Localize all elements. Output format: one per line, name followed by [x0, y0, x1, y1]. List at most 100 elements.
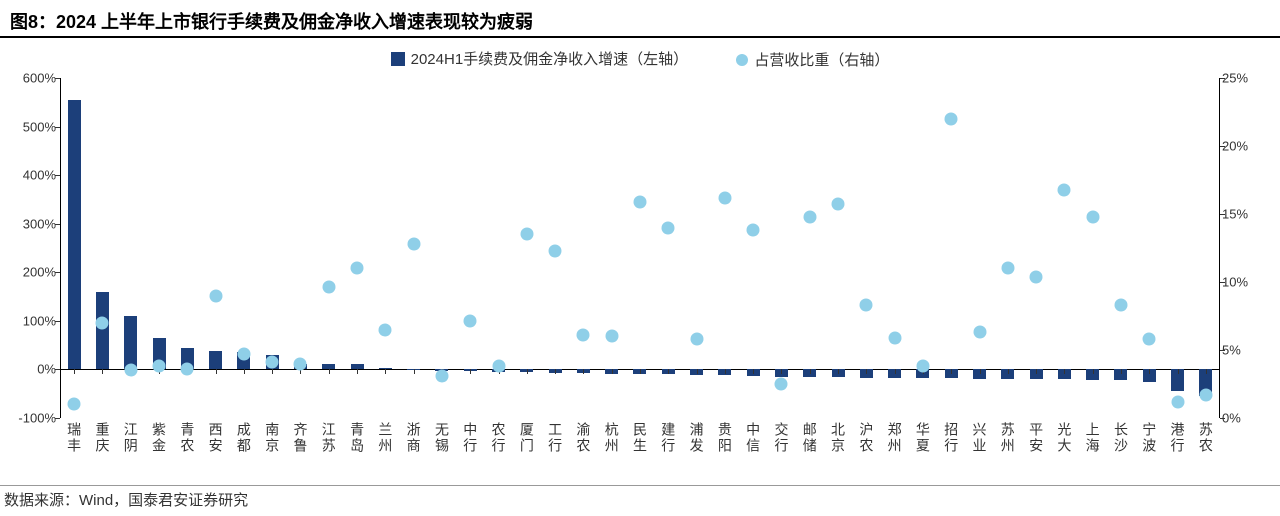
x-label: 中行 — [460, 422, 480, 454]
x-label: 沪农 — [856, 422, 876, 454]
x-label: 瑞丰 — [64, 422, 84, 454]
legend-item-bar: 2024H1手续费及佣金净收入增速（左轴） — [391, 48, 689, 69]
dot — [916, 360, 929, 373]
dot — [68, 398, 81, 411]
dot-swatch-icon — [736, 54, 748, 66]
y-left-tick: 0% — [0, 362, 56, 377]
y-left-tick: 500% — [0, 119, 56, 134]
x-label: 重庆 — [92, 422, 112, 454]
x-label: 农行 — [489, 422, 509, 454]
dot — [1030, 270, 1043, 283]
x-label: 宁波 — [1139, 422, 1159, 454]
x-label: 苏州 — [998, 422, 1018, 454]
x-label: 工行 — [545, 422, 565, 454]
dot — [775, 378, 788, 391]
dot — [690, 333, 703, 346]
x-label: 浙商 — [404, 422, 424, 454]
dot — [718, 191, 731, 204]
y-left-tick: 600% — [0, 71, 56, 86]
x-label: 光大 — [1054, 422, 1074, 454]
legend-dot-label: 占营收比重（右轴） — [754, 49, 889, 70]
dot — [549, 244, 562, 257]
dot — [747, 224, 760, 237]
dot — [803, 210, 816, 223]
dot — [662, 221, 675, 234]
x-label: 交行 — [771, 422, 791, 454]
bar — [124, 316, 137, 369]
x-label: 江阴 — [121, 422, 141, 454]
dot — [322, 281, 335, 294]
x-label: 北京 — [828, 422, 848, 454]
dot — [945, 112, 958, 125]
dot — [1114, 299, 1127, 312]
legend: 2024H1手续费及佣金净收入增速（左轴） 占营收比重（右轴） — [0, 48, 1280, 70]
x-label: 齐鲁 — [290, 422, 310, 454]
x-label: 江苏 — [319, 422, 339, 454]
dot — [973, 326, 986, 339]
y-right-tick: 0% — [1222, 411, 1272, 426]
y-right-tick: 5% — [1222, 343, 1272, 358]
dot — [153, 360, 166, 373]
y-left-tick: 300% — [0, 216, 56, 231]
dot — [209, 289, 222, 302]
x-label: 上海 — [1083, 422, 1103, 454]
dot — [520, 228, 533, 241]
x-label: 邮储 — [800, 422, 820, 454]
dot — [1143, 333, 1156, 346]
y-right-tick: 15% — [1222, 207, 1272, 222]
x-label: 厦门 — [517, 422, 537, 454]
dot — [605, 330, 618, 343]
title-rule — [0, 36, 1280, 38]
x-label: 华夏 — [913, 422, 933, 454]
bar — [209, 351, 222, 369]
bar — [68, 100, 81, 370]
y-right-tick: 10% — [1222, 275, 1272, 290]
axis-border-left — [60, 78, 61, 418]
x-label: 杭州 — [602, 422, 622, 454]
chart-title: 图8：2024 上半年上市银行手续费及佣金净收入增速表现较为疲弱 — [10, 8, 533, 34]
dot — [351, 262, 364, 275]
x-label: 渝农 — [573, 422, 593, 454]
x-label: 民生 — [630, 422, 650, 454]
y-axis-right: 0%5%10%15%20%25% — [1222, 78, 1272, 418]
x-label: 苏农 — [1196, 422, 1216, 454]
y-axis-left: -100%0%100%200%300%400%500%600% — [0, 78, 56, 418]
plot-area — [60, 78, 1220, 418]
dot — [464, 315, 477, 328]
dot — [577, 329, 590, 342]
dot — [1058, 183, 1071, 196]
dot — [435, 369, 448, 382]
x-axis-labels: 瑞丰重庆江阴紫金青农西安成都南京齐鲁江苏青岛兰州浙商无锡中行农行厦门工行渝农杭州… — [60, 420, 1220, 480]
dot — [1199, 388, 1212, 401]
legend-item-dot: 占营收比重（右轴） — [736, 49, 889, 70]
x-label: 港行 — [1168, 422, 1188, 454]
dot — [1171, 395, 1184, 408]
y-left-tick: 400% — [0, 168, 56, 183]
dot — [492, 360, 505, 373]
y-right-tick: 20% — [1222, 139, 1272, 154]
x-label: 长沙 — [1111, 422, 1131, 454]
dot — [124, 364, 137, 377]
x-label: 浦发 — [687, 422, 707, 454]
x-label: 西安 — [206, 422, 226, 454]
dot — [832, 198, 845, 211]
dot — [96, 316, 109, 329]
y-left-tick: 100% — [0, 313, 56, 328]
x-label: 兴业 — [970, 422, 990, 454]
dot — [634, 195, 647, 208]
dot — [181, 363, 194, 376]
legend-bar-label: 2024H1手续费及佣金净收入增速（左轴） — [411, 48, 689, 69]
y-left-tick: 200% — [0, 265, 56, 280]
x-label: 青岛 — [347, 422, 367, 454]
x-label: 南京 — [262, 422, 282, 454]
dot — [379, 323, 392, 336]
dot — [1001, 262, 1014, 275]
x-label: 紫金 — [149, 422, 169, 454]
dot — [407, 237, 420, 250]
axis-border-right — [1219, 78, 1220, 418]
x-label: 成都 — [234, 422, 254, 454]
x-label: 郑州 — [885, 422, 905, 454]
x-label: 建行 — [658, 422, 678, 454]
x-label: 无锡 — [432, 422, 452, 454]
y-left-tick: -100% — [0, 411, 56, 426]
